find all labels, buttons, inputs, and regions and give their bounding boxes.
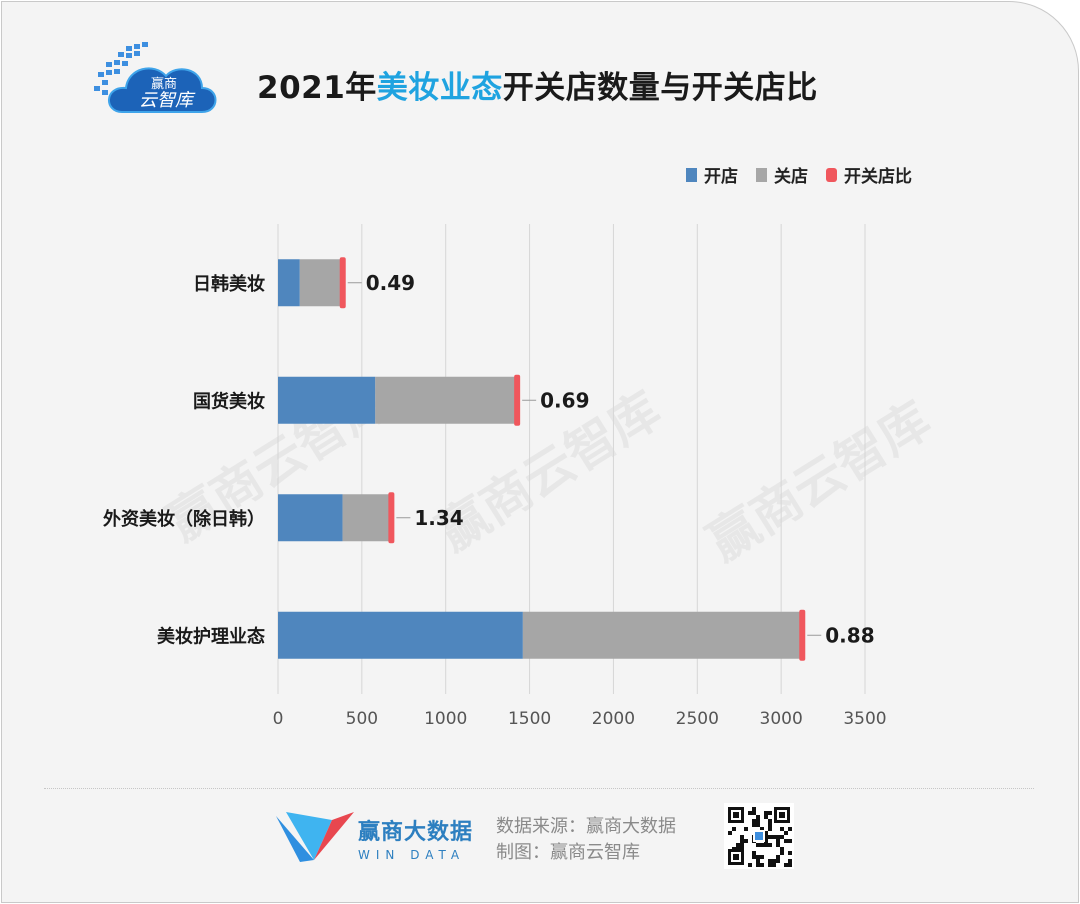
bar-close (299, 259, 342, 307)
ratio-data-label: 0.49 (366, 271, 415, 295)
legend-label-close: 关店 (774, 167, 808, 187)
legend-label-open: 开店 (704, 167, 738, 187)
title-suffix: 开关店数量与开关店比 (502, 70, 818, 106)
bar-open (278, 376, 376, 424)
legend-item-ratio: 开关店比 (826, 162, 912, 187)
ratio-marker (799, 609, 806, 661)
yingshang-cloud-logo: 赢商 云智库 (94, 42, 217, 113)
x-tick-label: 1500 (508, 709, 551, 729)
bar-close (342, 494, 391, 542)
legend-item-open: 开店 (686, 162, 738, 187)
bar-close (522, 611, 802, 659)
brand-name-en: WIN DATA (358, 848, 466, 862)
x-tick-label: 0 (273, 709, 284, 729)
footer-source: 数据来源：赢商大数据 制图：赢商云智库 (496, 814, 676, 866)
chart-title: 2021年美妆业态开关店数量与开关店比 (257, 62, 818, 107)
made-by-text: 制图：赢商云智库 (496, 842, 640, 863)
ratio-marker (514, 374, 521, 426)
legend-label-ratio: 开关店比 (844, 167, 912, 187)
category-label: 国货美妆 (193, 390, 265, 412)
logo-text-2: 云智库 (139, 90, 196, 111)
x-tick-label: 1000 (424, 709, 467, 729)
qr-code-icon (724, 803, 794, 869)
title-highlight: 美妆业态 (376, 70, 503, 106)
bar-open (278, 611, 523, 659)
stacked-bar-chart: 0 500 1000 1500 2000 2500 3000 3500 0.49 日韩美妆 0.69… (103, 224, 887, 729)
ratio-data-label: 1.34 (414, 506, 463, 530)
legend-item-close: 关店 (756, 162, 808, 187)
x-tick-label: 500 (346, 709, 378, 729)
title-prefix: 2021年 (257, 70, 377, 106)
category-label: 外资美妆（除日韩） (103, 508, 265, 530)
x-tick-label: 3000 (760, 709, 803, 729)
ratio-data-label: 0.88 (825, 623, 874, 647)
x-tick-label: 2500 (676, 709, 719, 729)
footer-divider (44, 788, 1034, 789)
brand-name-cn: 赢商大数据 (358, 820, 474, 845)
bar-open (278, 259, 300, 307)
legend-swatch-open (686, 167, 697, 182)
legend-swatch-close (756, 167, 767, 182)
footer-brand: 赢商大数据 WIN DATA (358, 814, 473, 862)
x-tick-label: 2000 (592, 709, 635, 729)
x-tick-label: 3500 (843, 709, 886, 729)
ratio-data-label: 0.69 (540, 388, 589, 412)
category-label: 日韩美妆 (193, 273, 265, 295)
bar-open (278, 494, 343, 542)
win-data-logo (276, 812, 354, 862)
bar-close (375, 376, 517, 424)
data-source-text: 数据来源：赢商大数据 (496, 816, 676, 837)
legend-swatch-ratio (826, 167, 837, 182)
category-label: 美妆护理业态 (157, 625, 265, 647)
legend: 开店 关店 开关店比 (686, 162, 930, 187)
ratio-marker (339, 257, 346, 309)
logo-text-1: 赢商 (151, 76, 177, 92)
ratio-marker (388, 492, 395, 544)
